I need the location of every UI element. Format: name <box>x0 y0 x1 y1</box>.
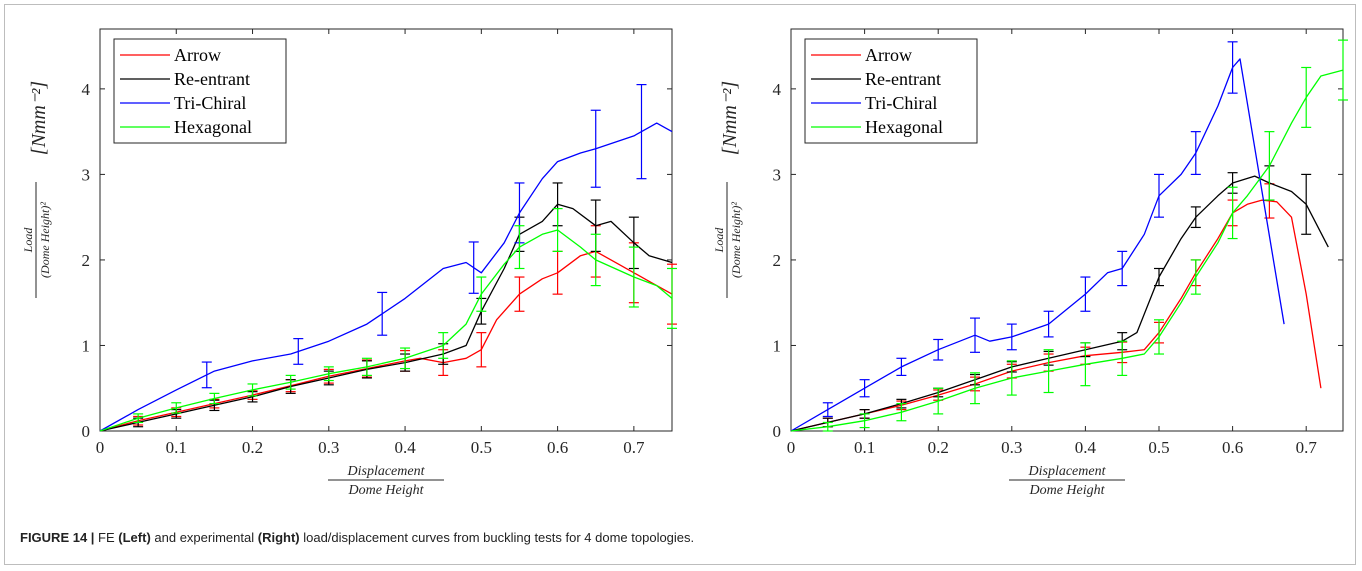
y-tick-label: 3 <box>773 165 782 184</box>
caption-text-1: FE <box>94 530 119 545</box>
series-line <box>99 203 673 432</box>
legend-entry: Re-entrant <box>174 69 250 89</box>
plot-area <box>790 28 1344 432</box>
legend-entry: Hexagonal <box>174 117 252 137</box>
legend-box <box>804 38 978 144</box>
series-line <box>99 250 673 432</box>
plot-area <box>99 28 673 432</box>
y-axis-label-unit: [Nmm⁻²] <box>719 81 741 155</box>
series-tri-chiral <box>790 41 1285 432</box>
series-arrow <box>790 183 1322 432</box>
y-tick-label: 4 <box>773 80 782 99</box>
y-tick-label: 2 <box>773 251 782 270</box>
y-tick-label: 0 <box>773 422 782 441</box>
figure-frame <box>4 4 1356 565</box>
x-tick-label: 0.4 <box>1075 438 1097 457</box>
x-tick-label: 0.2 <box>242 438 263 457</box>
caption-text-2: and experimental <box>150 530 258 545</box>
y-axis-label-numerator: Load <box>712 227 726 254</box>
x-tick-label: 0.5 <box>1148 438 1169 457</box>
x-axis-label-denominator: Dome Height <box>347 483 424 498</box>
legend-entry: Tri-Chiral <box>174 93 246 113</box>
y-tick-label: 3 <box>82 165 91 184</box>
series-tri-chiral <box>99 83 673 432</box>
x-tick-label: 0.1 <box>166 438 187 457</box>
x-tick-label: 0.6 <box>1222 438 1243 457</box>
x-axis-label-numerator: Displacement <box>347 464 426 479</box>
legend: Arrow Re-entrant Tri-Chiral Hexagonal <box>113 38 287 144</box>
series-line <box>790 175 1329 432</box>
x-tick-label: 0.3 <box>1001 438 1022 457</box>
y-axis-label-unit: [Nmm⁻²] <box>28 81 50 155</box>
x-tick-label: 0 <box>96 438 105 457</box>
legend-entry: Arrow <box>865 45 912 65</box>
series-re-entrant <box>99 182 673 432</box>
series-hexagonal <box>790 39 1348 432</box>
x-tick-label: 0.3 <box>318 438 339 457</box>
legend-entry: Re-entrant <box>865 69 941 89</box>
caption-label: FIGURE 14 | <box>20 530 95 545</box>
x-tick-label: 0 <box>787 438 796 457</box>
legend-box <box>113 38 287 144</box>
caption-text-3: load/displacement curves from buckling t… <box>299 530 695 545</box>
series-line <box>790 199 1322 432</box>
figure-caption: FIGURE 14 | FE (Left) and experimental (… <box>20 530 694 545</box>
y-axis-label: Load (Dome Height)² [Nmm⁻²] <box>712 81 743 298</box>
y-axis-label-denominator: (Dome Height)² <box>38 202 52 278</box>
x-axis-label-denominator: Dome Height <box>1028 483 1105 498</box>
y-axis-label-denominator: (Dome Height)² <box>729 202 743 278</box>
x-tick-label: 0.6 <box>547 438 568 457</box>
x-tick-label: 0.4 <box>394 438 416 457</box>
caption-left: (Left) <box>118 530 151 545</box>
caption-right: (Right) <box>257 530 300 545</box>
legend-entry: Tri-Chiral <box>865 93 937 113</box>
legend: Arrow Re-entrant Tri-Chiral Hexagonal <box>804 38 978 144</box>
series-hexagonal <box>99 208 677 432</box>
series-arrow <box>99 225 677 432</box>
series-line <box>99 229 673 432</box>
y-tick-label: 1 <box>82 336 91 355</box>
series-line <box>790 58 1285 432</box>
legend-entry: Hexagonal <box>865 117 943 137</box>
x-tick-label: 0.7 <box>623 438 645 457</box>
x-tick-label: 0.2 <box>928 438 949 457</box>
y-tick-label: 2 <box>82 251 91 270</box>
series-line <box>790 69 1344 432</box>
x-axis-label-numerator: Displacement <box>1028 464 1107 479</box>
x-tick-label: 0.5 <box>471 438 492 457</box>
y-axis-label: Load (Dome Height)² [Nmm⁻²] <box>21 81 52 298</box>
y-axis-label-numerator: Load <box>21 227 35 254</box>
chart-panel-left: 0 0.1 0.2 0.3 0.4 0.5 0.6 0.7 0 1 2 3 4 Displacement D… <box>21 28 677 498</box>
chart-panel-right: 0 0.1 0.2 0.3 0.4 0.5 0.6 0.7 0 1 2 3 4 Displacement D… <box>712 28 1348 498</box>
x-tick-label: 0.7 <box>1296 438 1318 457</box>
series-re-entrant <box>790 165 1329 432</box>
x-tick-label: 0.1 <box>854 438 875 457</box>
y-tick-label: 0 <box>82 422 91 441</box>
legend-entry: Arrow <box>174 45 221 65</box>
y-tick-label: 4 <box>82 80 91 99</box>
series-line <box>99 122 673 432</box>
y-tick-label: 1 <box>773 336 782 355</box>
